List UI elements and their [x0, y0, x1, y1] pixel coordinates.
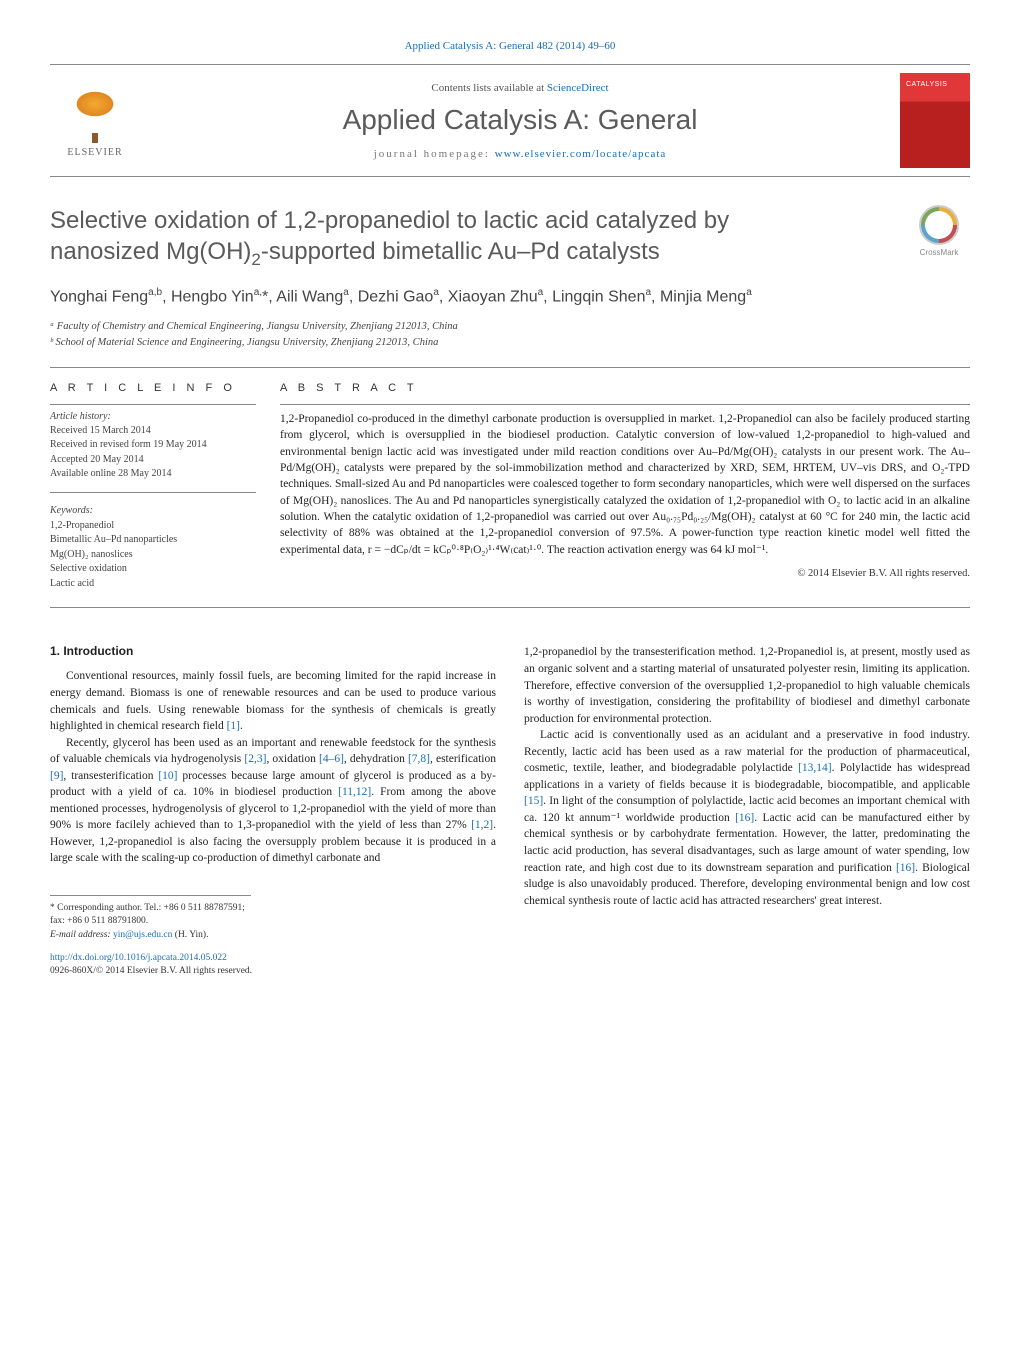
article-title: Selective oxidation of 1,2-propanediol t… — [50, 205, 970, 271]
history-received: Received 15 March 2014 — [50, 424, 256, 439]
homepage-line: journal homepage: www.elsevier.com/locat… — [140, 148, 900, 160]
abstract-heading: A B S T R A C T — [280, 382, 970, 394]
homepage-link[interactable]: www.elsevier.com/locate/apcata — [495, 148, 667, 160]
ref-1-2[interactable]: [1,2] — [471, 819, 493, 831]
affiliations: ᵃ Faculty of Chemistry and Chemical Engi… — [50, 319, 970, 351]
history-accepted: Accepted 20 May 2014 — [50, 453, 256, 468]
ref-16a[interactable]: [16] — [735, 812, 754, 824]
elsevier-tree-icon — [60, 83, 130, 143]
journal-ref-link[interactable]: Applied Catalysis A: General 482 (2014) … — [405, 40, 616, 52]
ref-1[interactable]: [1] — [227, 720, 240, 732]
ref-10[interactable]: [10] — [158, 770, 177, 782]
journal-reference: Applied Catalysis A: General 482 (2014) … — [50, 40, 970, 52]
ref-4-6[interactable]: [4–6] — [319, 753, 344, 765]
sciencedirect-link[interactable]: ScienceDirect — [547, 82, 609, 94]
crossmark-badge[interactable]: CrossMark — [908, 205, 970, 257]
elsevier-logo: ELSEVIER — [50, 76, 140, 166]
col2-p1: 1,2-propanediol by the transesterificati… — [524, 644, 970, 727]
body-col-left: 1. Introduction Conventional resources, … — [50, 644, 496, 978]
history-head: Article history: — [50, 411, 256, 422]
contents-prefix: Contents lists available at — [431, 82, 546, 94]
footnotes: * Corresponding author. Tel.: +86 0 511 … — [50, 895, 251, 942]
intro-p2: Recently, glycerol has been used as an i… — [50, 735, 496, 867]
info-rule-2 — [50, 492, 256, 493]
article-info-column: A R T I C L E I N F O Article history: R… — [50, 368, 280, 592]
page: Applied Catalysis A: General 482 (2014) … — [0, 0, 1020, 1018]
title-line2-pre: nanosized Mg(OH) — [50, 238, 251, 265]
title-line1: Selective oxidation of 1,2-propanediol t… — [50, 207, 729, 234]
affiliation-a: ᵃ Faculty of Chemistry and Chemical Engi… — [50, 319, 970, 335]
issn-copyright: 0926-860X/© 2014 Elsevier B.V. All right… — [50, 966, 252, 976]
article-info-heading: A R T I C L E I N F O — [50, 382, 256, 394]
col2-p2: Lactic acid is conventionally used as an… — [524, 727, 970, 909]
section-1-heading: 1. Introduction — [50, 644, 496, 658]
keyword-2: Bimetallic Au–Pd nanoparticles — [50, 533, 256, 548]
header-center: Contents lists available at ScienceDirec… — [140, 82, 900, 160]
ref-13-14[interactable]: [13,14] — [798, 762, 832, 774]
crossmark-icon — [919, 205, 959, 245]
email-line: E-mail address: yin@ujs.edu.cn (H. Yin). — [50, 929, 251, 942]
authors: Yonghai Fenga,b, Hengbo Yina,*, Aili Wan… — [50, 285, 970, 309]
abstract-text: 1,2-Propanediol co-produced in the dimet… — [280, 405, 970, 558]
keyword-3: Mg(OH)₂ nanoslices — [50, 548, 256, 563]
info-abstract-row: A R T I C L E I N F O Article history: R… — [50, 368, 970, 592]
history-revised: Received in revised form 19 May 2014 — [50, 438, 256, 453]
journal-title: Applied Catalysis A: General — [140, 104, 900, 136]
journal-ref-name: Applied Catalysis A: General — [405, 40, 534, 52]
doi-block: http://dx.doi.org/10.1016/j.apcata.2014.… — [50, 952, 496, 979]
keyword-1: 1,2-Propanediol — [50, 519, 256, 534]
ref-16b[interactable]: [16] — [896, 862, 915, 874]
homepage-prefix: journal homepage: — [374, 148, 495, 160]
abstract-column: A B S T R A C T 1,2-Propanediol co-produ… — [280, 368, 970, 592]
keywords-head: Keywords: — [50, 505, 256, 516]
keyword-4: Selective oxidation — [50, 562, 256, 577]
title-block: CrossMark Selective oxidation of 1,2-pro… — [50, 205, 970, 351]
journal-cover-thumb — [900, 73, 970, 168]
keyword-5: Lactic acid — [50, 577, 256, 592]
intro-p1: Conventional resources, mainly fossil fu… — [50, 668, 496, 734]
body-col-right: 1,2-propanediol by the transesterificati… — [524, 644, 970, 978]
contents-line: Contents lists available at ScienceDirec… — [140, 82, 900, 94]
ref-15[interactable]: [15] — [524, 795, 543, 807]
doi-link[interactable]: http://dx.doi.org/10.1016/j.apcata.2014.… — [50, 953, 227, 963]
elsevier-name: ELSEVIER — [67, 147, 122, 158]
ref-2-3[interactable]: [2,3] — [244, 753, 266, 765]
ref-9[interactable]: [9] — [50, 770, 63, 782]
corresponding-author: * Corresponding author. Tel.: +86 0 511 … — [50, 902, 251, 929]
history-online: Available online 28 May 2014 — [50, 467, 256, 482]
title-line2-post: -supported bimetallic Au–Pd catalysts — [261, 238, 660, 265]
crossmark-label: CrossMark — [908, 248, 970, 257]
rule-bottom — [50, 607, 970, 608]
body-two-column: 1. Introduction Conventional resources, … — [50, 644, 970, 978]
journal-ref-volpages: 482 (2014) 49–60 — [537, 40, 616, 52]
ref-11-12[interactable]: [11,12] — [338, 786, 371, 798]
affiliation-b: ᵇ School of Material Science and Enginee… — [50, 335, 970, 351]
email-link[interactable]: yin@ujs.edu.cn — [113, 930, 172, 940]
header-band: ELSEVIER Contents lists available at Sci… — [50, 64, 970, 177]
abstract-copyright: © 2014 Elsevier B.V. All rights reserved… — [280, 568, 970, 579]
ref-7-8[interactable]: [7,8] — [408, 753, 430, 765]
title-sub2: 2 — [251, 250, 260, 269]
